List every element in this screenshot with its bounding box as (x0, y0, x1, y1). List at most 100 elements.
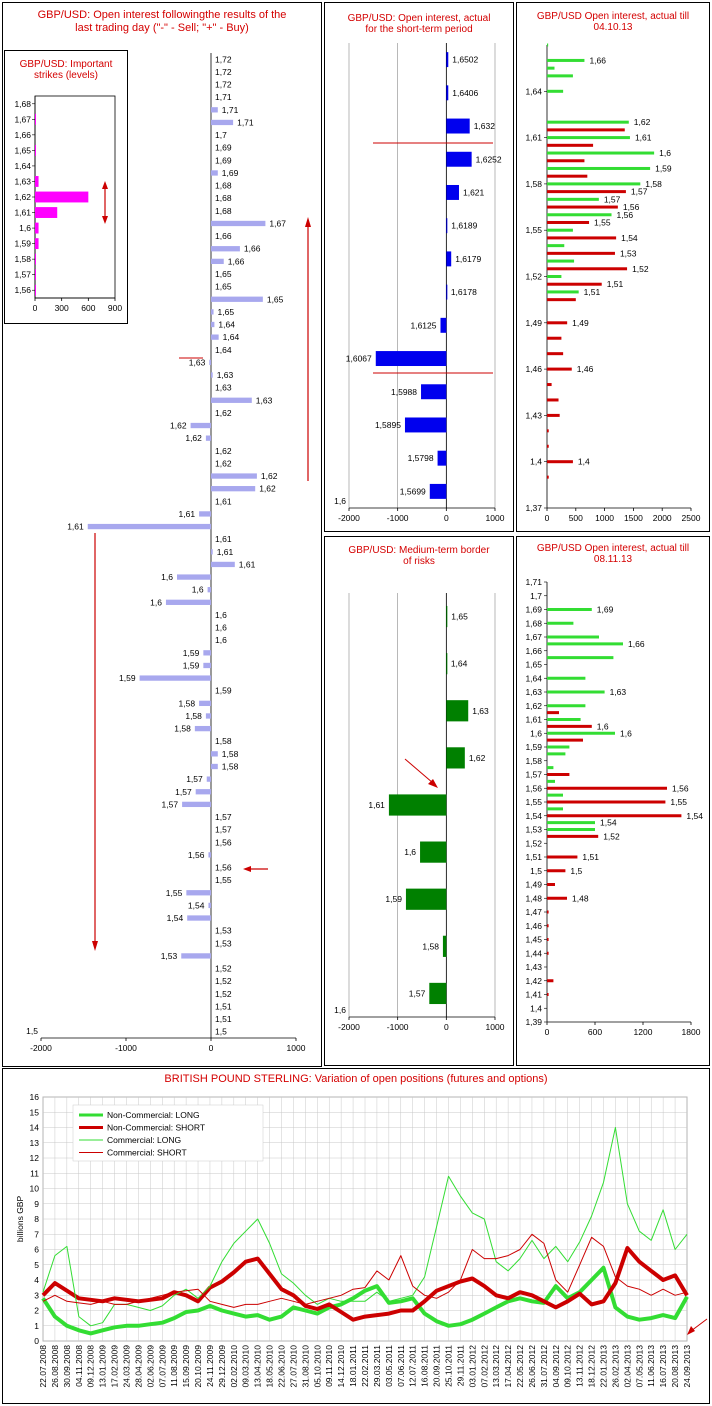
bar (205, 713, 211, 719)
y-tick-label: 1,67 (525, 632, 542, 642)
bar-label: 1,58 (222, 749, 239, 759)
bar (211, 258, 224, 265)
bar-label: 1,62 (469, 753, 486, 763)
bar-label: 1,54 (167, 913, 184, 923)
series-line (42, 1233, 688, 1308)
bar (440, 317, 447, 333)
bar (547, 251, 615, 255)
bar-label: 1,54 (600, 818, 617, 828)
bar (446, 653, 448, 675)
y-tick-label: 1,55 (525, 225, 542, 235)
bar-label: 1,57 (215, 812, 232, 822)
x-tick-label: 02.06.2009 (145, 1345, 155, 1388)
y-tick-label: 1,49 (525, 880, 542, 890)
bar (547, 413, 560, 417)
bar-label: 1,61 (179, 509, 196, 519)
bar-label: 1,59 (215, 686, 232, 696)
bar (547, 236, 617, 240)
bar-label: 1,71 (215, 92, 232, 102)
bar (547, 938, 549, 941)
y-tick-label: 1,6 (530, 728, 542, 738)
bar-label: 1,71 (237, 117, 254, 127)
bar-label: 1,63 (472, 706, 489, 716)
bar (35, 207, 58, 218)
y-tick-label: 1,52 (525, 838, 542, 848)
bar-label: 1,58 (215, 736, 232, 746)
bar (547, 855, 578, 859)
arrowhead (243, 866, 251, 872)
x-tick-label: 2500 (682, 513, 701, 523)
x-tick-label: 13.01.2009 (98, 1345, 108, 1388)
bar-label: 1,57 (162, 799, 179, 809)
bar (165, 599, 211, 605)
bar-label: 1,6178 (451, 287, 477, 297)
bar-label: 1,69 (597, 605, 614, 615)
y-tick-label: 1,5 (530, 866, 542, 876)
medium-title: GBP/USD: Medium-term border of risks (348, 545, 490, 567)
strikes-chart: 0 300 600 900 1,68 1,67 1,66 1,65 1,64 1,63 1,62 1,… (14, 95, 122, 313)
x-tick-label: 09.10.2012 (563, 1345, 573, 1388)
bar-label: 1,52 (215, 964, 232, 974)
bar-label: 1,51 (582, 852, 599, 862)
bar (211, 751, 218, 757)
bar-label: 1,66 (628, 639, 645, 649)
y-tick-label: 1,57 (525, 770, 542, 780)
bar-label: 1,63 (610, 687, 627, 697)
y-tick-label: 1,51 (525, 852, 542, 862)
bar (35, 222, 39, 234)
bar (194, 725, 211, 732)
bar-label: 1,52 (215, 989, 232, 999)
x-tick-label: 09.11.2010 (324, 1345, 334, 1387)
bar-label: 1,68 (215, 181, 232, 191)
bar (547, 336, 562, 340)
y-tick-label: 1,66 (14, 130, 31, 140)
bar-label: 1,64 (223, 332, 240, 342)
bar-label: 1,4 (578, 457, 590, 467)
bar (211, 309, 214, 315)
legend-box (72, 1104, 264, 1162)
x-tick-label: 500 (569, 513, 583, 523)
x-tick-label: 17.04.2012 (503, 1345, 513, 1388)
bar-label: 1,57 (175, 787, 192, 797)
bar (211, 549, 213, 555)
bar-label: 1,51 (215, 1001, 232, 1011)
bar (547, 282, 602, 286)
x-tick-label: 1000 (595, 513, 614, 523)
y-tick-label: 1,48 (525, 893, 542, 903)
bar-label: 1,53 (161, 951, 178, 961)
x-tick-label: 14.12.2010 (336, 1345, 346, 1388)
oct-title: GBP/USD Open interest, actual till 04.10… (536, 11, 690, 33)
y-tick-label: 6 (34, 1245, 39, 1255)
x-tick-label: 22.01.2013 (599, 1345, 609, 1388)
x-tick-label: 1000 (287, 1043, 306, 1053)
bar (211, 107, 218, 113)
x-tick-label: 07.06.2011 (396, 1345, 406, 1387)
y-tick-label: 1,46 (525, 364, 542, 374)
bar (547, 275, 562, 278)
bar (177, 574, 211, 580)
y-tick-label: 1,4 (530, 457, 542, 467)
bar-label: 1,5699 (400, 486, 426, 496)
bar (547, 821, 595, 825)
y-tick-label: 1,55 (525, 797, 542, 807)
bar-label: 1,6179 (455, 254, 481, 264)
bar-label: 1,67 (269, 218, 286, 228)
y-tick-label: 1,54 (525, 811, 542, 821)
bar (547, 182, 641, 186)
bar-label: 1,51 (584, 287, 601, 297)
bar-label: 1,65 (267, 294, 284, 304)
x-tick-label: -1000 (387, 513, 409, 523)
bar (195, 789, 211, 795)
y-tick-label: 2 (34, 1306, 39, 1316)
x-tick-label: 03.01.2012 (467, 1345, 477, 1388)
x-tick-label: 31.07.2012 (539, 1345, 549, 1388)
arrowhead (102, 216, 108, 224)
x-tick-label: 13.04.2010 (253, 1345, 263, 1388)
bar-label: 1,59 (119, 673, 136, 683)
bar (547, 676, 586, 680)
y-tick-label: 1,65 (525, 660, 542, 670)
end-arrow (690, 1318, 708, 1332)
bar (446, 747, 465, 769)
bar-label: 1,52 (603, 831, 620, 841)
bar (211, 473, 257, 479)
